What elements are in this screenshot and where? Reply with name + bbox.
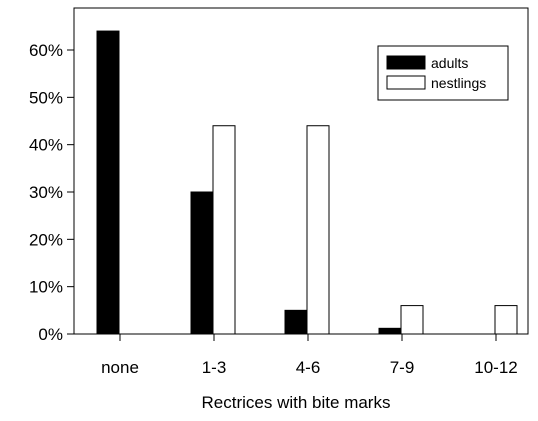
axis-layer: 0% 10% 20% 30% 40% 50% 60% none 1-3 4-6 7-9 10-12 — [29, 7, 529, 377]
x-tick-label-1-3: 1-3 — [202, 358, 227, 377]
bar-nestlings-10-12 — [494, 305, 518, 335]
y-tick-label: 30% — [29, 183, 63, 202]
y-tick-label: 60% — [29, 41, 63, 60]
legend: adults nestlings — [377, 45, 509, 101]
y-tick-label: 20% — [29, 230, 63, 249]
bar-nestlings-4-6 — [306, 125, 330, 335]
legend-box — [377, 45, 509, 101]
bar-nestlings-7-9 — [400, 305, 424, 335]
x-axis-label: Rectrices with bite marks — [202, 393, 391, 412]
bar-nestlings-1-3 — [212, 125, 236, 335]
plot-frame — [73, 7, 529, 335]
bar-adults-4-6 — [284, 309, 308, 335]
legend-label-nestlings: nestlings — [431, 75, 486, 91]
legend-swatch-nestlings — [386, 75, 426, 90]
legend-swatch-adults — [386, 55, 426, 70]
x-tick-label-10-12: 10-12 — [474, 358, 517, 377]
y-tick-label: 0% — [38, 325, 63, 344]
legend-label-adults: adults — [431, 55, 468, 71]
bar-adults-none — [96, 30, 120, 335]
y-tick-label: 50% — [29, 88, 63, 107]
bar-adults-1-3 — [190, 191, 214, 335]
x-tick-label-none: none — [101, 358, 139, 377]
x-tick-label-7-9: 7-9 — [390, 358, 415, 377]
y-tick-label: 10% — [29, 278, 63, 297]
bars-layer — [96, 30, 518, 335]
x-tick-label-4-6: 4-6 — [296, 358, 321, 377]
y-tick-label: 40% — [29, 136, 63, 155]
bar-adults-7-9 — [378, 327, 402, 335]
